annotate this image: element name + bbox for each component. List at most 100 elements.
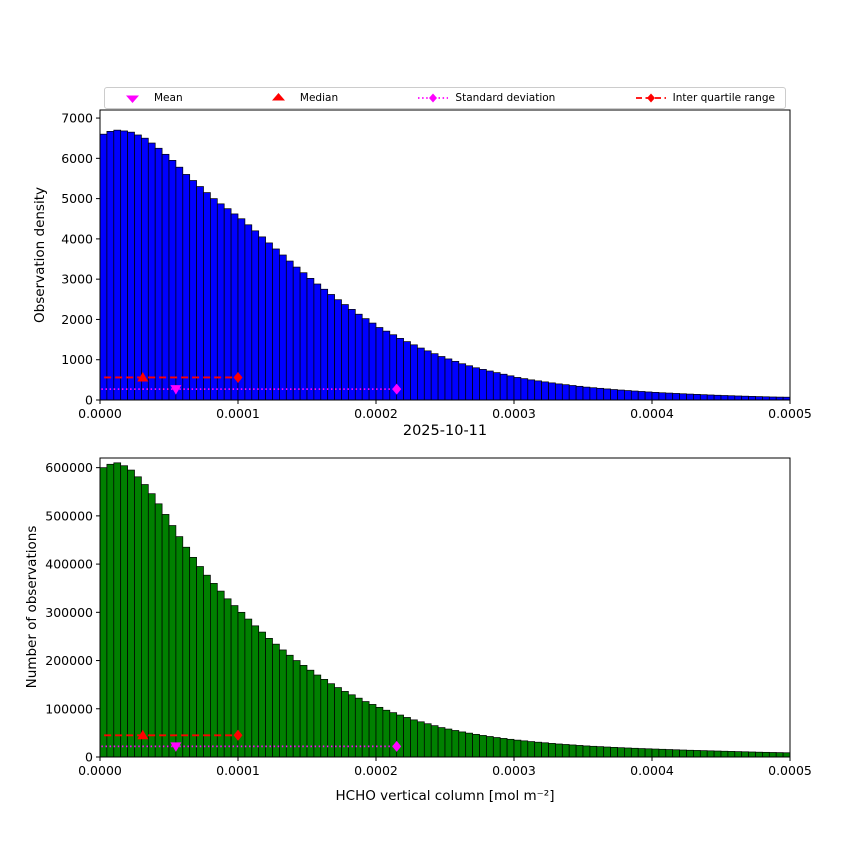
median-marker: [137, 371, 149, 382]
y-tick-label: 5000: [61, 191, 93, 206]
histogram-bar: [306, 278, 315, 401]
histogram-bar: [341, 304, 349, 401]
histogram-bar: [492, 372, 501, 401]
histogram-bar: [686, 393, 694, 401]
histogram-bar: [437, 356, 446, 401]
legend-label-iqr: Inter quartile range: [672, 92, 775, 104]
histogram-bar: [258, 631, 266, 758]
mean-marker-icon: [126, 95, 139, 103]
histogram-bar: [755, 396, 763, 401]
histogram-bar: [223, 208, 232, 401]
y-tick-label: 3000: [61, 272, 93, 287]
histogram-bar: [361, 701, 370, 758]
y-tick-label: 0: [85, 750, 93, 765]
histogram-bar: [410, 719, 418, 758]
histogram-bar: [127, 469, 135, 758]
histogram-bar: [624, 747, 632, 758]
y-tick-label: 7000: [61, 111, 93, 126]
histogram-bar: [244, 224, 253, 401]
x-tick-label: 0.0000: [78, 763, 122, 778]
histogram-bar: [610, 389, 618, 401]
histogram-bar: [361, 318, 370, 401]
histogram-bar: [768, 752, 777, 758]
triangle-down-icon: [126, 95, 139, 103]
histogram-bar: [686, 749, 694, 758]
histogram-bar: [154, 147, 163, 401]
histogram-bar: [327, 294, 335, 401]
histogram-bar: [748, 751, 756, 758]
histogram-bar: [423, 350, 432, 401]
histogram-bar: [693, 394, 701, 401]
legend-item-mean: Mean: [115, 91, 183, 105]
histogram-bar: [706, 750, 715, 758]
histogram-bar: [423, 723, 432, 758]
y-tick-label: 6000: [61, 151, 93, 166]
histogram-bar: [285, 260, 294, 401]
histogram-bar: [520, 378, 529, 401]
x-tick-label: 0.0003: [492, 763, 536, 778]
histogram-bar: [292, 266, 301, 401]
std-deviation-marker: [392, 383, 402, 395]
histogram-bar: [699, 750, 708, 758]
mean-marker: [170, 385, 182, 395]
histogram-bar: [334, 299, 342, 401]
y-tick-label: 200000: [45, 653, 93, 668]
histogram-bar: [458, 363, 467, 401]
iqr-marker-icon: [635, 93, 666, 103]
y-tick-label: 2000: [61, 312, 93, 327]
histogram-bar: [720, 395, 729, 401]
histogram-bar: [727, 751, 736, 758]
histogram-bar: [561, 384, 570, 401]
histogram-bar: [617, 747, 625, 758]
date-title: 2025-10-11: [402, 423, 488, 439]
histogram-bar: [651, 392, 660, 401]
histogram-bar: [99, 467, 108, 758]
histogram-bar: [203, 574, 211, 758]
histogram-bar: [230, 213, 239, 401]
y-tick-label: 400000: [45, 557, 93, 572]
histogram-bar: [637, 391, 646, 401]
histogram-bar: [341, 691, 349, 758]
median-marker-icon: [271, 93, 285, 101]
histogram-bar: [320, 679, 329, 758]
histogram-bar: [624, 390, 632, 401]
histogram-bar: [458, 731, 467, 758]
histogram-bar: [272, 643, 280, 758]
histogram-bar: [596, 387, 605, 401]
histogram-bar: [451, 730, 460, 758]
histogram-bar: [582, 386, 591, 401]
histogram-bar: [472, 733, 480, 758]
histogram-bar: [741, 395, 749, 401]
histogram-bar: [354, 697, 363, 758]
histogram-bar: [541, 742, 549, 758]
histogram-bar: [134, 134, 142, 401]
histogram-bar: [189, 556, 197, 758]
histogram-bar: [575, 385, 584, 401]
histogram-bar: [354, 313, 363, 401]
histogram-bar: [672, 393, 680, 401]
y-tick-label: 0: [85, 393, 93, 408]
histogram-bar: [313, 283, 322, 401]
histogram-bar: [658, 392, 667, 401]
histogram-bar: [251, 230, 260, 401]
histogram-bar: [216, 203, 225, 401]
histogram-bar: [727, 395, 736, 401]
histogram-bar: [561, 744, 570, 758]
histogram-bar: [603, 746, 611, 758]
histogram-bar: [285, 654, 294, 758]
histogram-bar: [168, 525, 177, 758]
histogram-bar: [589, 387, 598, 401]
x-tick-label: 0.0003: [492, 406, 536, 421]
histogram-bar: [541, 381, 549, 401]
histogram-bar: [437, 727, 446, 758]
legend-label-std: Standard deviation: [455, 92, 556, 104]
histogram-bar: [147, 142, 156, 401]
histogram-bar: [465, 365, 473, 401]
histogram-bar: [203, 192, 211, 401]
y-axis-label-bottom: Number of observations: [24, 525, 40, 689]
x-tick-label: 0.0000: [78, 406, 122, 421]
histogram-bar: [348, 694, 356, 758]
legend-label-mean: Mean: [154, 92, 183, 104]
histogram-bar: [658, 748, 667, 758]
histogram-bar: [299, 272, 308, 401]
